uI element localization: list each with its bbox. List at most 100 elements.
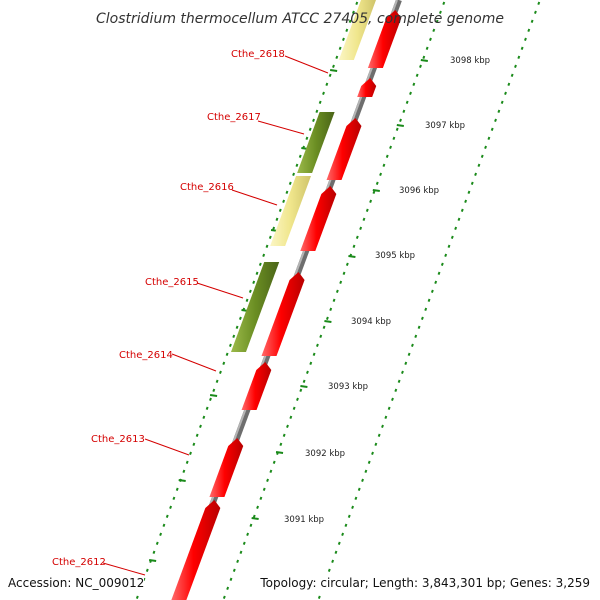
middle-dot	[342, 271, 346, 275]
outer-dot	[530, 19, 534, 23]
middle-dot	[309, 361, 313, 365]
outer-dot	[517, 55, 521, 59]
outer-dot	[527, 28, 531, 32]
middle-dot	[272, 460, 276, 464]
gene-label-cthe-2615: Cthe_2615	[145, 277, 199, 288]
inner-dot	[209, 397, 212, 401]
middle-dot	[402, 109, 406, 113]
outer-dot	[507, 82, 511, 86]
cds-arrow-1	[357, 78, 377, 97]
middle-dot	[345, 262, 349, 266]
inner-dot	[205, 406, 209, 410]
outer-dot	[354, 496, 358, 500]
outer-dot	[490, 127, 494, 131]
middle-dot	[399, 118, 402, 122]
outer-dot	[351, 505, 355, 509]
outer-dot	[447, 244, 451, 248]
leader-line	[171, 353, 217, 372]
inner-dot	[202, 415, 206, 419]
scale-label-3097: 3097 kbp	[425, 121, 465, 131]
middle-dot	[299, 388, 303, 392]
outer-dot	[357, 487, 361, 491]
outer-dot	[440, 262, 444, 266]
outer-dot	[361, 478, 364, 482]
inner-dot	[169, 505, 173, 509]
outer-dot	[394, 388, 398, 392]
feature-tracks	[171, 0, 402, 600]
outer-dot	[337, 541, 341, 545]
scale-tick	[148, 559, 157, 562]
outer-dot	[497, 109, 501, 113]
outer-dot	[444, 253, 448, 257]
outer-dot	[424, 307, 428, 311]
orf-khaki	[270, 176, 311, 246]
scale-label-3096: 3096 kbp	[399, 186, 439, 196]
outer-dot	[520, 46, 524, 50]
outer-dot	[334, 550, 338, 554]
outer-dot	[500, 100, 504, 104]
outer-dot	[367, 460, 371, 464]
inner-dot	[232, 334, 236, 338]
middle-dot	[442, 1, 446, 5]
map-title: Clostridium thermocellum ATCC 27405, com…	[96, 11, 504, 27]
inner-dot	[272, 226, 276, 230]
inner-dot	[182, 469, 186, 473]
outer-dot	[524, 37, 527, 41]
middle-dot	[392, 136, 396, 140]
middle-dot	[332, 298, 336, 302]
inner-dot	[298, 154, 302, 158]
inner-dot	[185, 460, 189, 464]
inner-dot	[285, 190, 289, 194]
inner-dot	[288, 181, 292, 185]
scale-tick	[178, 479, 186, 482]
accession-text: Accession: NC_009012	[8, 576, 145, 590]
outer-dot	[537, 1, 541, 5]
inner-dot	[308, 127, 312, 131]
scale-tick	[300, 385, 308, 388]
outer-dot	[384, 415, 388, 419]
cds-arrow-6	[209, 438, 244, 497]
inner-dot	[155, 541, 159, 545]
middle-dot	[259, 496, 263, 500]
outer-dot	[341, 532, 345, 536]
scale-tick	[275, 451, 284, 454]
leader-line	[284, 55, 329, 74]
outer-dot	[470, 181, 474, 185]
cds-arrow-2	[326, 118, 362, 180]
inner-dot	[258, 262, 262, 266]
outer-dot	[510, 73, 514, 77]
leader-line	[102, 562, 146, 576]
inner-dot	[245, 298, 249, 302]
outer-dot	[494, 118, 497, 122]
middle-dot	[335, 289, 339, 293]
gene-label-cthe-2616: Cthe_2616	[180, 182, 234, 193]
inner-dot	[255, 271, 259, 275]
middle-dot	[419, 64, 422, 68]
scale-label-3091: 3091 kbp	[284, 515, 324, 525]
middle-dot	[375, 181, 379, 185]
inner-dot	[238, 316, 242, 320]
middle-dot	[395, 127, 399, 131]
middle-dot	[249, 523, 253, 527]
outer-dot	[387, 406, 391, 410]
middle-dot	[352, 244, 356, 248]
inner-dot	[328, 73, 332, 77]
outer-dot	[397, 379, 401, 383]
middle-dot	[382, 163, 386, 167]
middle-dot	[239, 550, 243, 554]
middle-dot	[362, 217, 366, 221]
middle-dot	[252, 514, 256, 518]
outer-dot	[487, 136, 491, 140]
cds-arrow-4	[261, 272, 305, 356]
inner-dot	[355, 1, 359, 5]
middle-dot	[232, 568, 236, 572]
inner-dot	[348, 19, 352, 23]
scale-label-3095: 3095 kbp	[375, 251, 415, 261]
inner-dot	[192, 442, 196, 446]
inner-dot	[325, 82, 329, 86]
inner-dot	[315, 109, 319, 113]
middle-dot	[322, 325, 326, 329]
scale-tick	[209, 394, 218, 397]
middle-dot	[325, 316, 329, 320]
inner-dot	[195, 433, 199, 437]
